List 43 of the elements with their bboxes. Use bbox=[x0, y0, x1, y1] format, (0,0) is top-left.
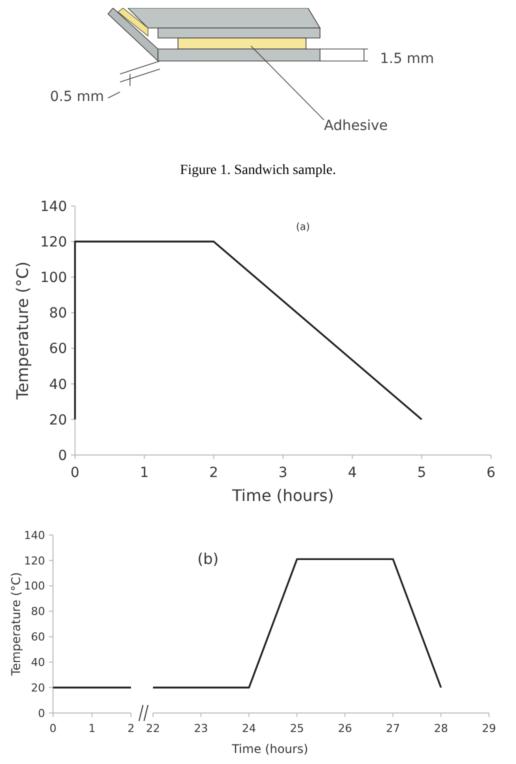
y-tick-label: 140 bbox=[24, 528, 45, 542]
y-tick-label: 40 bbox=[31, 656, 45, 669]
text: 0.5 mm bbox=[50, 89, 104, 105]
x-tick-label: 23 bbox=[194, 722, 208, 735]
y-tick-label: 80 bbox=[31, 605, 45, 618]
x-tick-label: 0 bbox=[70, 465, 80, 481]
x-tick-label: 28 bbox=[434, 722, 448, 735]
x-tick-label: 3 bbox=[278, 465, 288, 481]
y-tick-label: 20 bbox=[31, 681, 45, 694]
x-tick-label: 25 bbox=[290, 722, 304, 735]
x-axis-title: Time (hours) bbox=[231, 486, 334, 505]
x-tick-label: 2 bbox=[209, 465, 218, 481]
y-tick-label: 60 bbox=[31, 630, 45, 644]
y-tick-label: 100 bbox=[24, 580, 45, 593]
y-tick-label: 80 bbox=[49, 306, 67, 322]
y-axis-title: Temperature (°C) bbox=[9, 572, 23, 677]
y-tick-label: 100 bbox=[40, 270, 67, 286]
y-tick-label: 120 bbox=[40, 234, 67, 250]
text: Adhesive bbox=[324, 118, 388, 134]
x-tick-label: 5 bbox=[417, 465, 426, 481]
x-tick-label: 26 bbox=[338, 722, 352, 735]
y-tick-label: 60 bbox=[49, 341, 67, 358]
y-axis-title: Temperature (°C) bbox=[13, 261, 32, 401]
y-tick-label: 120 bbox=[24, 554, 45, 568]
x-tick-label: 24 bbox=[242, 722, 256, 735]
x-tick-label: 29 bbox=[482, 722, 496, 735]
caption: Figure 1. Sandwich sample. bbox=[180, 163, 336, 178]
annotation: (b) bbox=[197, 550, 219, 568]
x-tick-label: 4 bbox=[348, 465, 357, 481]
x-tick-label: 6 bbox=[486, 465, 496, 481]
annotation: (a) bbox=[296, 222, 310, 233]
y-tick-label: 140 bbox=[40, 198, 67, 215]
x-tick-label: 1 bbox=[140, 465, 149, 481]
x-tick-label: 27 bbox=[386, 722, 400, 735]
y-tick-label: 40 bbox=[49, 376, 67, 393]
x-tick-label: 1 bbox=[88, 722, 96, 735]
y-tick-label: 20 bbox=[49, 412, 67, 428]
y-tick-label: 0 bbox=[38, 706, 45, 720]
x-tick-label: 2 bbox=[128, 722, 134, 735]
y-tick-label: 0 bbox=[58, 448, 67, 464]
text: 1.5 mm bbox=[380, 51, 434, 67]
x-axis-title: Time (hours) bbox=[230, 742, 308, 756]
x-tick-label: 22 bbox=[146, 722, 160, 735]
